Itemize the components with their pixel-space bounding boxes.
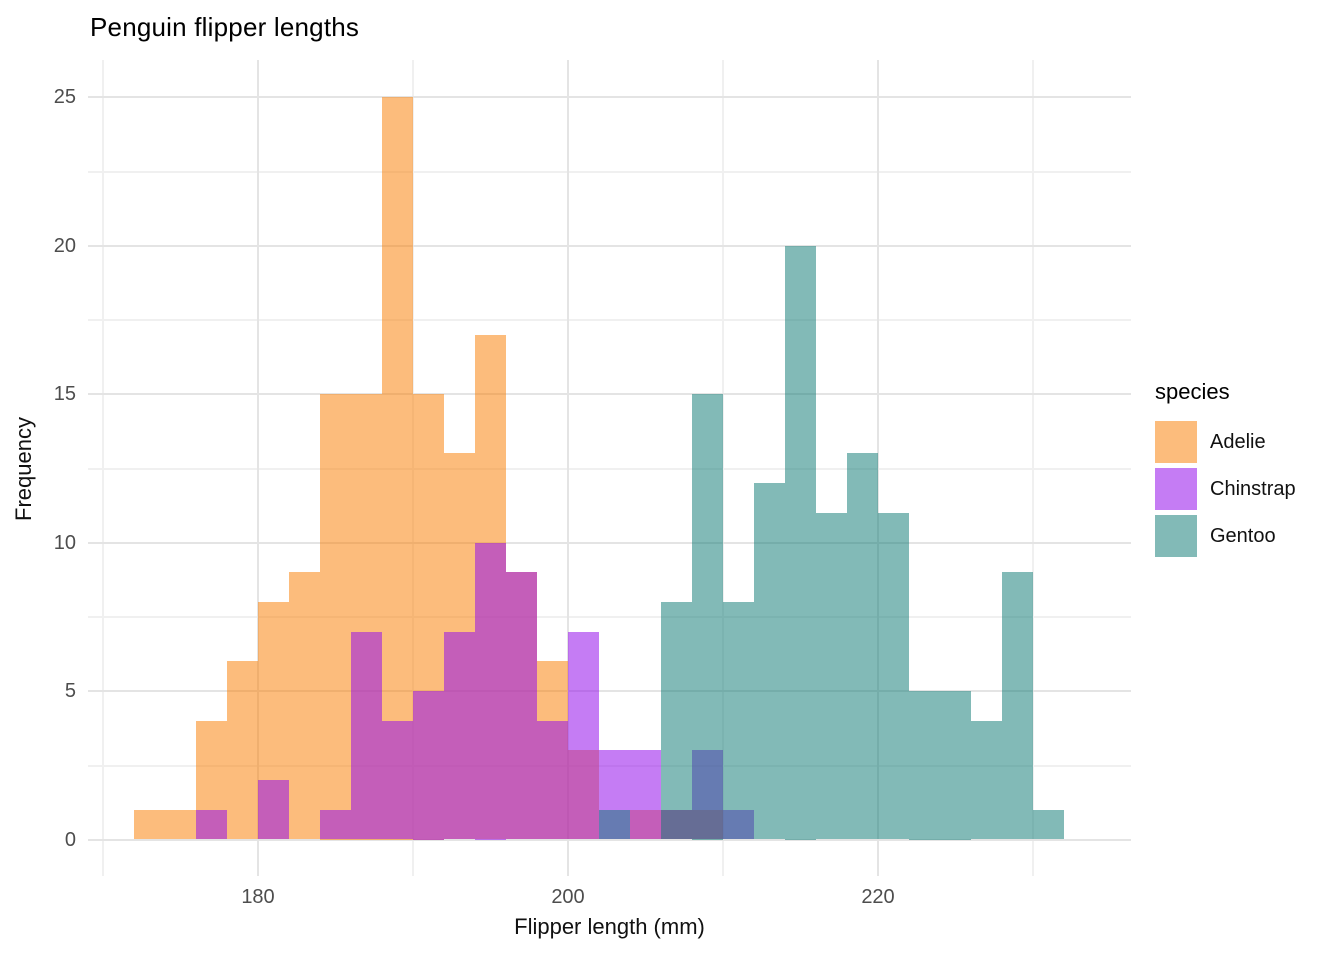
bar-gentoo-212 xyxy=(754,483,785,840)
legend-items-group: Adelie Chinstrap Gentoo xyxy=(1155,421,1340,557)
gridline-horizontal-major xyxy=(88,541,1131,544)
bar-chinstrap-198 xyxy=(537,720,568,840)
gridline-horizontal-minor xyxy=(88,170,1131,173)
x-tick-label-200: 200 xyxy=(551,886,585,908)
legend-label-gentoo: Gentoo xyxy=(1210,524,1276,547)
bar-gentoo-224 xyxy=(940,691,971,840)
bar-adelie-184 xyxy=(320,394,351,840)
bar-chinstrap-194 xyxy=(475,542,506,840)
x-axis-title: Flipper length (mm) xyxy=(514,914,705,939)
legend-label-chinstrap: Chinstrap xyxy=(1210,477,1296,500)
bar-gentoo-208 xyxy=(692,394,723,840)
legend-title: species xyxy=(1155,379,1230,404)
legend: species Adelie Chinstrap Gentoo xyxy=(1155,379,1340,562)
x-tick-label-220: 220 xyxy=(861,886,895,908)
legend-key-adelie-swatch-icon xyxy=(1155,421,1197,463)
bar-chinstrap-180 xyxy=(258,780,289,840)
bar-gentoo-226 xyxy=(971,720,1002,840)
bar-chinstrap-200 xyxy=(568,631,599,840)
gridline-vertical-minor xyxy=(1032,60,1034,876)
gridline-vertical-minor xyxy=(722,60,724,876)
bar-chinstrap-184 xyxy=(320,809,351,840)
legend-item-chinstrap: Chinstrap xyxy=(1155,468,1340,510)
legend-label-adelie: Adelie xyxy=(1210,430,1266,453)
gridline-horizontal-major xyxy=(88,838,1131,841)
gridline-horizontal-major xyxy=(88,244,1131,247)
bar-adelie-182 xyxy=(289,572,320,840)
bar-chinstrap-196 xyxy=(506,572,537,840)
legend-key-gentoo-swatch-icon xyxy=(1155,515,1197,557)
gridline-vertical-major xyxy=(567,60,569,876)
bar-chinstrap-176 xyxy=(196,809,227,840)
gridline-horizontal-major xyxy=(88,393,1131,395)
bar-chinstrap-188 xyxy=(382,720,413,840)
bar-gentoo-218 xyxy=(847,453,878,840)
bar-gentoo-210 xyxy=(723,601,754,840)
y-tick-label-0: 0 xyxy=(64,828,76,851)
y-axis-title: Frequency xyxy=(11,417,36,521)
gridline-horizontal-minor xyxy=(88,319,1131,322)
y-tick-label-5: 5 xyxy=(64,680,76,702)
bar-gentoo-228 xyxy=(1002,572,1033,840)
gridline-horizontal-major xyxy=(88,690,1131,692)
plot-panel xyxy=(88,60,1131,876)
bar-gentoo-206 xyxy=(661,601,692,840)
bar-adelie-172 xyxy=(134,809,165,840)
bar-chinstrap-190 xyxy=(413,691,444,840)
bar-gentoo-214 xyxy=(785,245,816,840)
y-tick-label-15: 15 xyxy=(53,383,76,405)
gridline-vertical-major xyxy=(877,60,879,876)
y-tick-label-10: 10 xyxy=(53,531,76,554)
bar-adelie-188 xyxy=(382,97,413,840)
bar-gentoo-220 xyxy=(878,512,909,840)
gridline-horizontal-minor xyxy=(88,467,1131,470)
bar-gentoo-216 xyxy=(816,512,847,840)
legend-item-adelie: Adelie xyxy=(1155,421,1340,463)
chart-title: Penguin flipper lengths xyxy=(90,12,360,42)
y-tick-label-25: 25 xyxy=(53,86,76,108)
bar-gentoo-230 xyxy=(1033,809,1064,840)
legend-key-chinstrap-swatch-icon xyxy=(1155,468,1197,510)
y-tick-label-20: 20 xyxy=(53,234,76,257)
bar-chinstrap-204 xyxy=(630,750,661,840)
gridline-horizontal-minor xyxy=(88,616,1131,619)
legend-item-gentoo: Gentoo xyxy=(1155,515,1340,557)
bar-chinstrap-192 xyxy=(444,631,475,840)
histogram-layer-gentoo xyxy=(88,60,1131,876)
bar-gentoo-202 xyxy=(599,809,630,840)
gridline-vertical-minor xyxy=(102,60,104,876)
x-tick-label-180: 180 xyxy=(241,886,275,908)
bar-adelie-174 xyxy=(165,809,196,840)
bar-adelie-178 xyxy=(227,661,258,840)
bar-chinstrap-186 xyxy=(351,631,382,840)
bar-gentoo-222 xyxy=(909,691,940,840)
gridline-vertical-major xyxy=(257,60,259,876)
gridline-horizontal-major xyxy=(88,96,1131,98)
